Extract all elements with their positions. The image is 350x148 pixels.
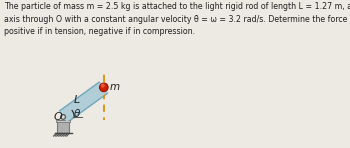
Circle shape <box>99 83 108 92</box>
Text: $O$: $O$ <box>53 110 63 122</box>
Text: $m$: $m$ <box>109 82 120 92</box>
Circle shape <box>61 115 65 119</box>
Text: $L$: $L$ <box>73 92 81 104</box>
Circle shape <box>102 84 104 87</box>
Text: The particle of mass m = 2.5 kg is attached to the light rigid rod of length L =: The particle of mass m = 2.5 kg is attac… <box>4 3 350 36</box>
FancyBboxPatch shape <box>56 120 70 123</box>
Text: $\theta$: $\theta$ <box>74 107 82 119</box>
FancyBboxPatch shape <box>57 120 69 133</box>
